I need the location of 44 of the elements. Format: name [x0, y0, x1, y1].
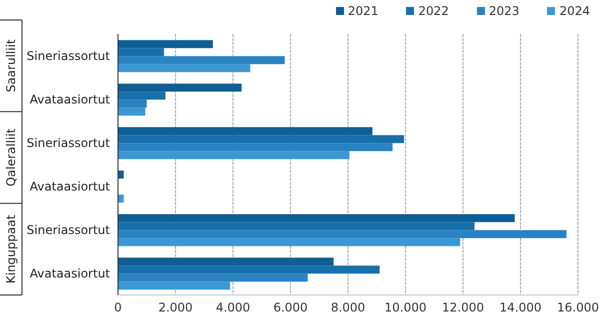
bar	[118, 135, 404, 144]
text: Kinguppaat	[4, 214, 18, 284]
bar	[118, 266, 380, 274]
y-tick-label: Sineriassortut	[26, 49, 110, 64]
bar	[118, 222, 474, 230]
bar	[118, 170, 124, 179]
bar	[118, 274, 308, 282]
x-tick-label: 4.000	[216, 300, 250, 315]
y-tick-label: Avataasiortut	[30, 180, 110, 194]
bar	[118, 194, 124, 203]
legend-label: 2023	[488, 4, 520, 18]
x-tick-label: 6.000	[273, 300, 308, 315]
bar	[118, 143, 393, 152]
x-tick-label: 8.000	[330, 300, 366, 315]
legend-label: 2021	[346, 4, 378, 18]
x-tick-label: 2.000	[158, 300, 193, 315]
y-tick-label: Avataasiortut	[30, 266, 110, 281]
y-tick-label: Sineriassortut	[26, 223, 110, 238]
bar	[118, 48, 164, 56]
bar	[118, 40, 213, 48]
x-tick-label: 0	[114, 300, 122, 315]
bar	[118, 238, 460, 246]
bar	[118, 108, 146, 116]
x-tick-label: 14.000	[500, 300, 542, 315]
bar	[118, 258, 334, 266]
bar	[118, 56, 285, 64]
legend-label: 2022	[417, 4, 449, 18]
bar	[118, 282, 230, 290]
bar	[118, 92, 166, 100]
bar	[118, 100, 147, 108]
legend-label: 2024	[558, 4, 590, 18]
bar	[118, 230, 566, 238]
x-tick-label: 10.000	[384, 300, 426, 315]
bar	[118, 214, 515, 222]
bar	[118, 127, 372, 136]
x-tick-label: 16.000	[557, 300, 599, 315]
text: Qaleralliit	[4, 128, 18, 186]
bar	[118, 84, 242, 92]
x-tick-label: 12.000	[442, 300, 484, 315]
y-tick-label: Sineriassortut	[26, 136, 110, 150]
text: Saarulliit	[4, 39, 18, 92]
bar	[118, 151, 350, 160]
bar	[118, 64, 250, 72]
y-tick-label: Avataasiortut	[30, 92, 110, 107]
